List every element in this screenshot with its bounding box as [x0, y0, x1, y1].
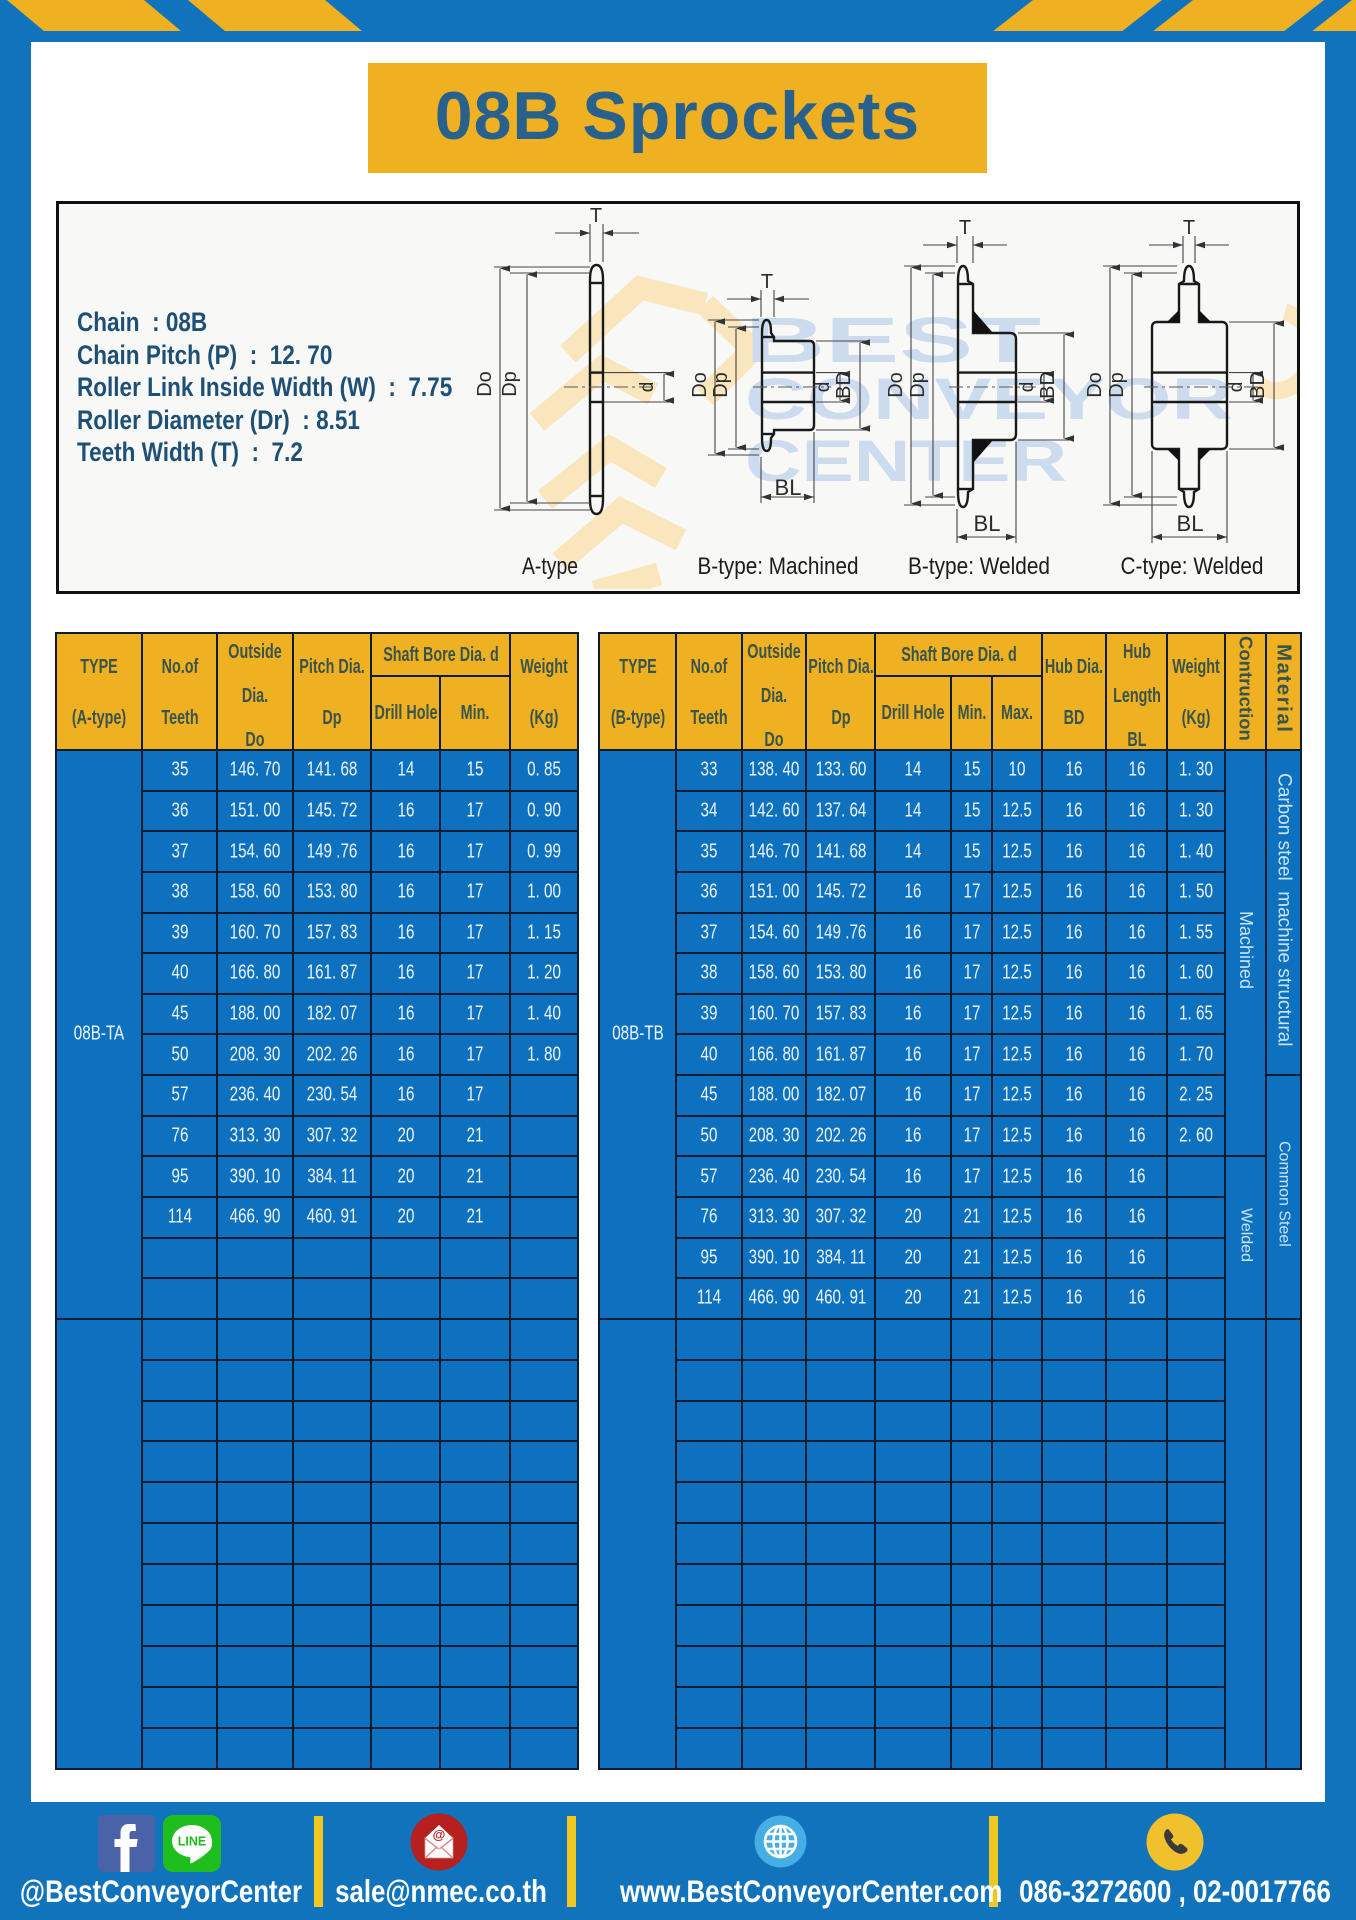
svg-text:T: T — [761, 271, 773, 293]
svg-text:LINE: LINE — [178, 1835, 206, 1849]
svg-text:Do: Do — [1084, 372, 1106, 398]
svg-text:Do: Do — [474, 371, 496, 397]
svg-text:A-type: A-type — [522, 553, 578, 580]
svg-text:Dp: Dp — [499, 371, 521, 397]
svg-text:T: T — [1183, 217, 1195, 239]
svg-text:B-type: Machined: B-type: Machined — [698, 553, 859, 580]
svg-text:Do: Do — [885, 372, 907, 398]
svg-text:CONVEYOR: CONVEYOR — [745, 367, 1233, 432]
svg-text:BL: BL — [775, 475, 802, 500]
svg-text:Dp: Dp — [907, 372, 929, 398]
svg-text:B-type: Welded: B-type: Welded — [908, 553, 1050, 580]
svg-text:BL: BL — [1177, 511, 1204, 536]
svg-text:T: T — [959, 217, 971, 239]
svg-text:Do: Do — [689, 372, 711, 398]
svg-text:Dp: Dp — [1106, 372, 1128, 398]
svg-text:@: @ — [433, 1827, 446, 1842]
svg-text:T: T — [590, 205, 602, 227]
svg-text:BL: BL — [974, 511, 1001, 536]
svg-text:d: d — [813, 382, 834, 393]
svg-text:BD: BD — [1247, 371, 1269, 399]
svg-text:C-type: Welded: C-type: Welded — [1121, 553, 1264, 580]
svg-text:BD: BD — [833, 371, 855, 399]
svg-text:d: d — [637, 382, 658, 393]
svg-text:d: d — [1226, 382, 1247, 393]
svg-text:d: d — [1017, 382, 1038, 393]
svg-text:Dp: Dp — [710, 372, 732, 398]
svg-text:BD: BD — [1037, 371, 1059, 399]
